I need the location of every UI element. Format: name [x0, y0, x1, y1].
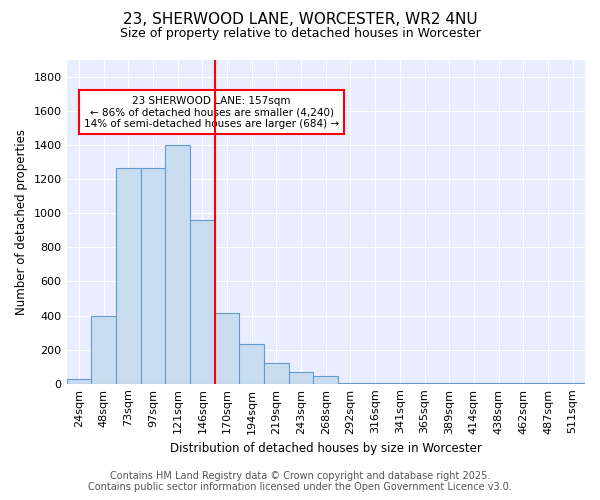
Bar — [91, 316, 116, 384]
Text: Size of property relative to detached houses in Worcester: Size of property relative to detached ho… — [119, 28, 481, 40]
X-axis label: Distribution of detached houses by size in Worcester: Distribution of detached houses by size … — [170, 442, 482, 455]
Bar — [313, 376, 338, 384]
Bar — [412, 383, 437, 384]
Text: 23, SHERWOOD LANE, WORCESTER, WR2 4NU: 23, SHERWOOD LANE, WORCESTER, WR2 4NU — [122, 12, 478, 28]
Bar — [363, 383, 388, 384]
Text: Contains HM Land Registry data © Crown copyright and database right 2025.
Contai: Contains HM Land Registry data © Crown c… — [88, 471, 512, 492]
Bar — [239, 344, 264, 384]
Text: 23 SHERWOOD LANE: 157sqm
← 86% of detached houses are smaller (4,240)
14% of sem: 23 SHERWOOD LANE: 157sqm ← 86% of detach… — [84, 96, 339, 129]
Bar — [190, 220, 215, 384]
Bar — [289, 372, 313, 384]
Bar — [486, 383, 511, 384]
Bar — [116, 168, 140, 384]
Bar — [140, 168, 165, 384]
Bar — [388, 383, 412, 384]
Bar — [338, 383, 363, 384]
Bar — [215, 313, 239, 384]
Bar — [461, 383, 486, 384]
Bar — [165, 145, 190, 384]
Bar — [67, 380, 91, 384]
Bar — [264, 363, 289, 384]
Bar — [437, 383, 461, 384]
Y-axis label: Number of detached properties: Number of detached properties — [15, 129, 28, 315]
